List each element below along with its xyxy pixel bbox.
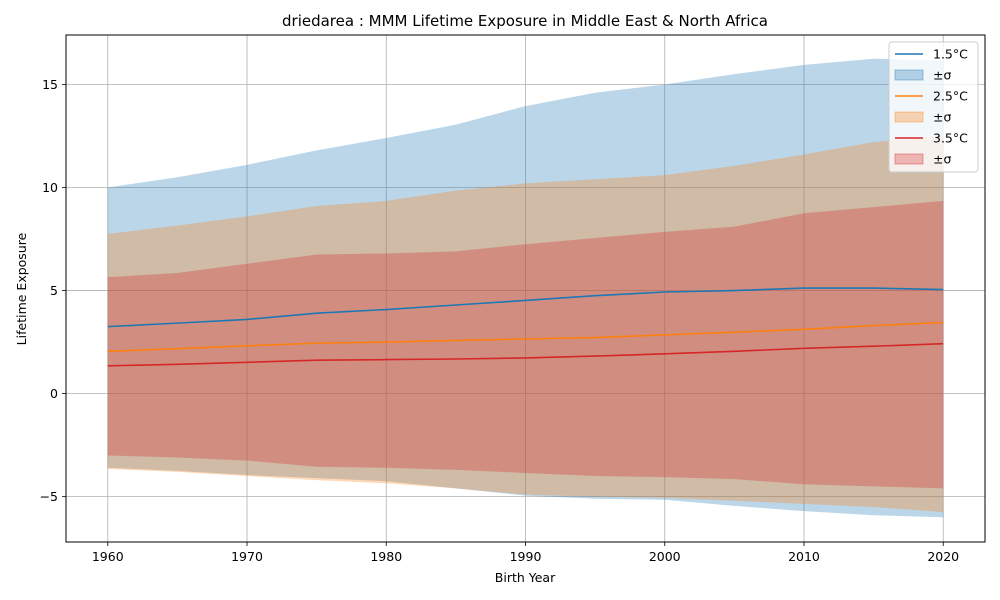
x-tick-label: 2020 <box>927 549 959 564</box>
legend-entry-label: 1.5°C <box>933 47 968 62</box>
line-layer <box>107 287 944 367</box>
mean-line-series-1 <box>107 321 944 353</box>
x-axis-label: Birth Year <box>495 570 556 585</box>
chart-title: driedarea : MMM Lifetime Exposure in Mid… <box>282 12 768 30</box>
x-tick-label: 2000 <box>649 549 681 564</box>
legend-band-label: ±σ <box>933 152 951 167</box>
x-tick-label: 1970 <box>231 549 263 564</box>
y-tick-label: 0 <box>50 386 58 401</box>
band-series-2 <box>107 200 944 489</box>
x-tick-label: 1960 <box>92 549 124 564</box>
legend-band-swatch <box>894 111 924 123</box>
x-tick-label: 1980 <box>370 549 402 564</box>
legend-entry-label: 2.5°C <box>933 89 968 104</box>
legend-entry-label: 3.5°C <box>933 131 968 146</box>
legend-box <box>888 41 979 173</box>
y-tick-label: 10 <box>42 180 58 195</box>
band-layer <box>107 58 944 518</box>
y-axis-label: Lifetime Exposure <box>14 232 29 345</box>
legend-band-label: ±σ <box>933 110 951 125</box>
x-tick-label: 2010 <box>788 549 820 564</box>
legend: 1.5°C ±σ 2.5°C ±σ 3.5°C ±σ <box>888 41 979 173</box>
x-axis-ticks: 1960 1970 1980 1990 2000 2010 2020 <box>92 542 959 564</box>
legend-band-swatch <box>894 69 924 81</box>
x-tick-label: 1990 <box>510 549 542 564</box>
legend-band-label: ±σ <box>933 68 951 83</box>
y-tick-label: 15 <box>42 77 58 92</box>
y-tick-label: 5 <box>50 283 58 298</box>
band-series-1 <box>107 135 944 513</box>
legend-band-swatch <box>894 153 924 165</box>
y-tick-label: −5 <box>40 489 58 504</box>
y-axis-ticks: −5 0 5 10 15 <box>40 77 66 504</box>
mean-line-series-0 <box>107 287 944 328</box>
band-series-0 <box>107 58 944 518</box>
mean-line-series-2 <box>107 342 944 367</box>
